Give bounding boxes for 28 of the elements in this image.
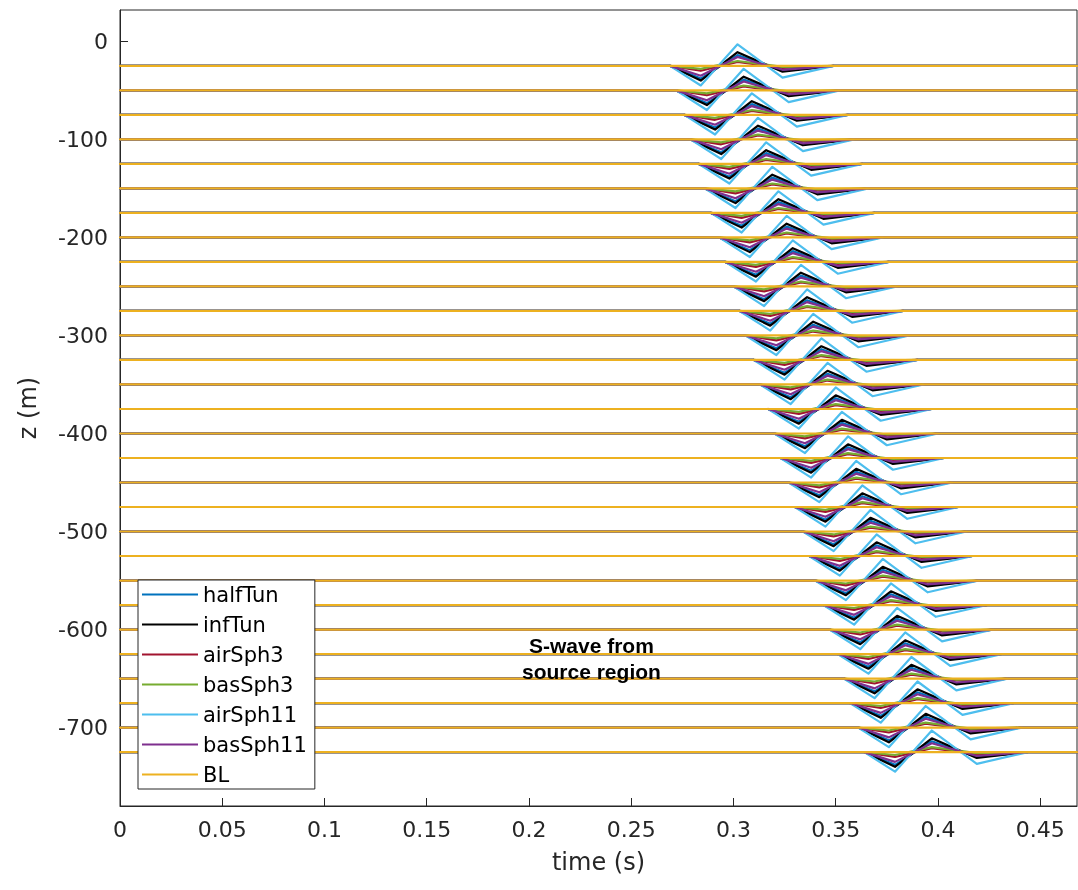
y-tick-label: -100: [58, 126, 108, 152]
y-tick-label: -200: [58, 224, 108, 250]
x-tick-label: 0.05: [197, 816, 247, 842]
legend-label: halfTun: [203, 582, 279, 607]
annotation: S-wave from source region: [522, 633, 661, 683]
legend-label: airSph11: [203, 702, 298, 727]
x-tick-label: 0.35: [811, 816, 861, 842]
legend-label: infTun: [203, 612, 266, 637]
y-tick-label: -700: [58, 715, 108, 741]
x-tick-label: 0.45: [1015, 816, 1065, 842]
x-axis-title: time (s): [551, 848, 646, 876]
x-tick-label: 0: [113, 816, 127, 842]
y-tick-label: 0: [94, 28, 108, 54]
legend-label: airSph3: [203, 642, 284, 667]
x-tick-label: 0.25: [606, 816, 656, 842]
y-tick-label: -300: [58, 322, 108, 348]
y-tick-label: -400: [58, 420, 108, 446]
x-tick-label: 0.15: [402, 816, 452, 842]
y-tick-label: -600: [58, 617, 108, 643]
x-tick-label: 0.4: [920, 816, 956, 842]
x-tick-label: 0.2: [511, 816, 547, 842]
y-tick-label: -500: [58, 519, 108, 545]
legend-label: BL: [203, 762, 230, 787]
y-axis-title: z (m): [14, 376, 42, 440]
legend-label: basSph11: [203, 732, 307, 757]
x-tick-label: 0.3: [715, 816, 751, 842]
legend-label: basSph3: [203, 672, 294, 697]
x-tick-label: 0.1: [306, 816, 342, 842]
